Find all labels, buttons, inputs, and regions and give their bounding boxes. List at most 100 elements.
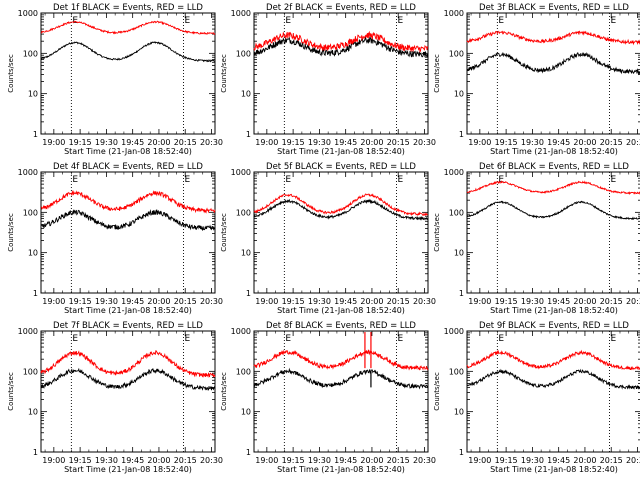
x-axis-label: Start Time (21-Jan-08 18:52:40)	[277, 147, 405, 156]
panel-title: Det 6f BLACK = Events, RED = LLD	[479, 162, 629, 172]
y-tick-label: 1000	[18, 9, 38, 18]
x-axis-label: Start Time (21-Jan-08 18:52:40)	[64, 306, 192, 315]
x-tick-label: 20:30	[200, 138, 223, 147]
x-tick-label: 19:45	[547, 456, 570, 465]
y-tick-label: 10	[454, 90, 464, 99]
x-tick-label: 19:00	[42, 138, 65, 147]
x-axis-label: Start Time (21-Jan-08 18:52:40)	[277, 465, 405, 474]
x-tick-label: 19:45	[334, 297, 357, 306]
series-line	[40, 41, 216, 63]
series-line	[40, 190, 216, 214]
x-tick-label: 19:45	[121, 456, 144, 465]
x-tick-label: 20:15	[600, 138, 623, 147]
series-line	[466, 200, 640, 221]
x-tick-label: 20:00	[360, 456, 383, 465]
series-line	[253, 349, 429, 371]
x-axis-label: Start Time (21-Jan-08 18:52:40)	[64, 147, 192, 156]
event-marker-label: E	[498, 334, 504, 344]
series-line	[40, 367, 216, 391]
event-marker-label: E	[498, 175, 504, 185]
event-marker-label: E	[184, 334, 190, 344]
x-tick-label: 20:15	[387, 456, 410, 465]
plot-frame	[253, 330, 429, 453]
event-marker-label: E	[72, 175, 78, 185]
y-tick-label: 10	[454, 249, 464, 258]
x-tick-label: 19:45	[547, 138, 570, 147]
plot-frame	[40, 12, 216, 135]
plot-frame	[466, 330, 640, 453]
y-tick-label: 1	[459, 130, 464, 139]
x-axis-label: Start Time (21-Jan-08 18:52:40)	[490, 147, 618, 156]
x-tick-label: 19:15	[282, 297, 305, 306]
y-tick-label: 1	[246, 289, 251, 298]
x-tick-label: 20:15	[600, 297, 623, 306]
x-tick-label: 19:15	[495, 297, 518, 306]
x-tick-label: 20:00	[573, 138, 596, 147]
y-tick-label: 100	[23, 49, 38, 58]
y-tick-label: 1	[33, 130, 38, 139]
y-axis-label: Counts/sec	[220, 213, 228, 252]
y-tick-label: 100	[236, 49, 251, 58]
series-line	[466, 368, 640, 390]
x-tick-label: 19:15	[69, 297, 92, 306]
panel-title: Det 7f BLACK = Events, RED = LLD	[53, 321, 203, 331]
plot-frame	[40, 330, 216, 453]
x-tick-label: 19:00	[42, 456, 65, 465]
y-tick-label: 10	[28, 249, 38, 258]
detector-panel-6: Det 6f BLACK = Events, RED = LLD Counts/s…	[433, 162, 640, 315]
x-tick-label: 19:45	[334, 456, 357, 465]
x-tick-label: 19:45	[121, 138, 144, 147]
x-tick-label: 19:15	[495, 138, 518, 147]
event-marker-label: E	[184, 175, 190, 185]
x-tick-label: 19:00	[255, 297, 278, 306]
x-tick-label: 19:45	[547, 297, 570, 306]
panel-title: Det 1f BLACK = Events, RED = LLD	[53, 3, 203, 13]
x-axis-label: Start Time (21-Jan-08 18:52:40)	[490, 465, 618, 474]
x-tick-label: 20:00	[147, 456, 170, 465]
y-tick-label: 10	[241, 249, 251, 258]
x-tick-label: 19:15	[69, 456, 92, 465]
x-tick-label: 19:00	[255, 456, 278, 465]
series-line	[253, 30, 429, 54]
panel-title: Det 9f BLACK = Events, RED = LLD	[479, 321, 629, 331]
y-axis-label: Counts/sec	[220, 372, 228, 411]
x-tick-label: 20:30	[200, 456, 223, 465]
panel-title: Det 4f BLACK = Events, RED = LLD	[53, 162, 203, 172]
x-tick-label: 20:30	[413, 456, 436, 465]
x-tick-label: 19:15	[282, 138, 305, 147]
y-tick-label: 1	[246, 448, 251, 457]
x-tick-label: 20:30	[626, 138, 640, 147]
detector-panel-8: Det 8f BLACK = Events, RED = LLD Counts/s…	[220, 321, 436, 474]
x-tick-label: 20:15	[174, 297, 197, 306]
x-tick-label: 19:30	[521, 297, 544, 306]
y-axis-label: Counts/sec	[7, 372, 15, 411]
x-tick-label: 20:30	[413, 138, 436, 147]
y-tick-label: 1000	[444, 327, 464, 336]
y-axis-label: Counts/sec	[220, 54, 228, 93]
detector-panel-4: Det 4f BLACK = Events, RED = LLD Counts/s…	[7, 162, 223, 315]
event-marker-label: E	[72, 334, 78, 344]
y-tick-label: 1000	[18, 327, 38, 336]
series-line	[40, 209, 216, 231]
x-tick-label: 19:00	[255, 138, 278, 147]
x-tick-label: 19:45	[334, 138, 357, 147]
plot-frame	[253, 171, 429, 294]
plot-frame	[253, 12, 429, 135]
series-line	[253, 193, 429, 216]
plot-frame	[466, 171, 640, 294]
event-marker-label: E	[397, 175, 403, 185]
x-tick-label: 19:00	[42, 297, 65, 306]
y-axis-label: Counts/sec	[7, 213, 15, 252]
x-tick-label: 20:15	[174, 456, 197, 465]
y-tick-label: 1	[33, 448, 38, 457]
x-tick-label: 20:30	[413, 297, 436, 306]
y-tick-label: 100	[449, 367, 464, 376]
x-tick-label: 20:15	[387, 297, 410, 306]
series-line	[253, 36, 429, 58]
y-axis-label: Counts/sec	[433, 372, 441, 411]
x-tick-label: 20:30	[200, 297, 223, 306]
y-tick-label: 10	[28, 90, 38, 99]
series-line	[253, 198, 428, 221]
x-axis-label: Start Time (21-Jan-08 18:52:40)	[277, 306, 405, 315]
x-tick-label: 19:30	[521, 138, 544, 147]
